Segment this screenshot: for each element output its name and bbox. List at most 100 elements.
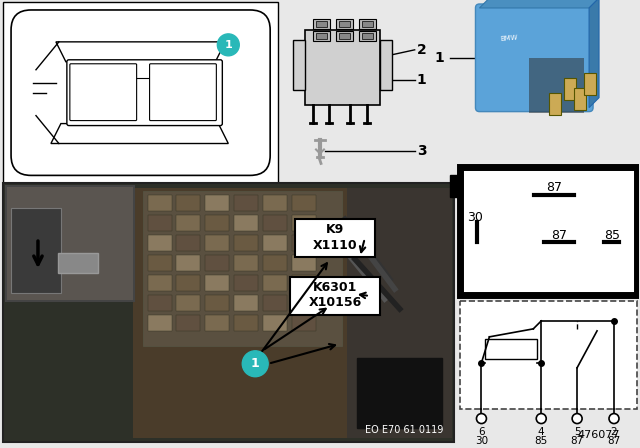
- Bar: [148, 215, 172, 231]
- Text: 4: 4: [538, 426, 545, 436]
- Bar: [362, 33, 373, 39]
- Bar: [205, 275, 229, 291]
- Bar: [205, 295, 229, 311]
- Circle shape: [572, 414, 582, 423]
- Bar: [529, 58, 584, 112]
- Bar: [177, 255, 200, 271]
- Bar: [449, 176, 461, 197]
- Text: 85: 85: [604, 228, 620, 241]
- Bar: [3, 2, 278, 183]
- Bar: [359, 19, 376, 29]
- Bar: [357, 358, 442, 427]
- Circle shape: [536, 414, 546, 423]
- Text: 87: 87: [607, 435, 621, 445]
- Bar: [132, 188, 449, 438]
- Text: 2: 2: [417, 43, 426, 57]
- Text: 3: 3: [417, 145, 426, 159]
- Text: 1: 1: [435, 51, 445, 65]
- Bar: [292, 275, 316, 291]
- Bar: [263, 315, 287, 331]
- Polygon shape: [479, 0, 599, 8]
- Bar: [234, 235, 258, 251]
- Bar: [177, 235, 200, 251]
- Text: 1: 1: [417, 73, 426, 87]
- Bar: [263, 255, 287, 271]
- Text: 87: 87: [546, 181, 562, 194]
- FancyBboxPatch shape: [150, 64, 216, 121]
- Bar: [205, 235, 229, 251]
- FancyBboxPatch shape: [11, 10, 270, 176]
- Text: K6301: K6301: [313, 280, 357, 293]
- Bar: [205, 195, 229, 211]
- Bar: [143, 191, 342, 346]
- Bar: [293, 40, 305, 90]
- Bar: [316, 21, 327, 27]
- Text: 1: 1: [251, 357, 260, 370]
- Bar: [234, 195, 258, 211]
- Bar: [292, 195, 316, 211]
- Bar: [574, 88, 586, 110]
- Text: BMW: BMW: [500, 34, 518, 42]
- Bar: [263, 295, 287, 311]
- Bar: [460, 301, 637, 409]
- Text: X1110: X1110: [312, 239, 357, 252]
- Bar: [295, 219, 375, 257]
- FancyBboxPatch shape: [70, 64, 136, 121]
- Bar: [234, 315, 258, 331]
- Bar: [234, 255, 258, 271]
- Text: 87: 87: [551, 228, 567, 241]
- Bar: [263, 235, 287, 251]
- Bar: [234, 275, 258, 291]
- Text: 87: 87: [570, 435, 584, 445]
- Bar: [263, 195, 287, 211]
- Bar: [362, 21, 373, 27]
- Bar: [148, 235, 172, 251]
- Bar: [177, 195, 200, 211]
- Text: 85: 85: [534, 435, 548, 445]
- Text: 30: 30: [475, 435, 488, 445]
- Bar: [460, 168, 637, 295]
- Bar: [148, 295, 172, 311]
- Bar: [316, 33, 327, 39]
- Bar: [177, 315, 200, 331]
- Bar: [292, 255, 316, 271]
- Bar: [11, 208, 61, 293]
- Circle shape: [609, 414, 619, 423]
- Polygon shape: [56, 42, 225, 62]
- Bar: [380, 40, 392, 90]
- Text: 1: 1: [225, 40, 232, 50]
- Bar: [347, 188, 452, 438]
- Bar: [292, 215, 316, 231]
- Bar: [359, 31, 376, 41]
- Bar: [263, 215, 287, 231]
- Text: 2: 2: [611, 426, 618, 436]
- Bar: [336, 31, 353, 41]
- Bar: [205, 215, 229, 231]
- Bar: [205, 255, 229, 271]
- Bar: [177, 295, 200, 311]
- Bar: [584, 73, 596, 95]
- Bar: [282, 2, 449, 183]
- Bar: [635, 212, 640, 234]
- Bar: [292, 235, 316, 251]
- Text: 30: 30: [468, 211, 483, 224]
- Circle shape: [243, 351, 268, 377]
- Bar: [336, 19, 353, 29]
- Bar: [148, 195, 172, 211]
- Polygon shape: [51, 124, 228, 143]
- Bar: [234, 295, 258, 311]
- Text: 6: 6: [478, 426, 484, 436]
- Text: 476077: 476077: [578, 431, 620, 440]
- Text: K9: K9: [326, 223, 344, 236]
- Bar: [305, 30, 380, 105]
- Bar: [177, 215, 200, 231]
- Bar: [6, 186, 134, 301]
- Bar: [339, 21, 350, 27]
- Bar: [292, 315, 316, 331]
- Bar: [313, 19, 330, 29]
- Text: 5: 5: [574, 426, 580, 436]
- Polygon shape: [589, 0, 599, 108]
- Bar: [234, 215, 258, 231]
- Bar: [148, 315, 172, 331]
- FancyBboxPatch shape: [476, 4, 593, 112]
